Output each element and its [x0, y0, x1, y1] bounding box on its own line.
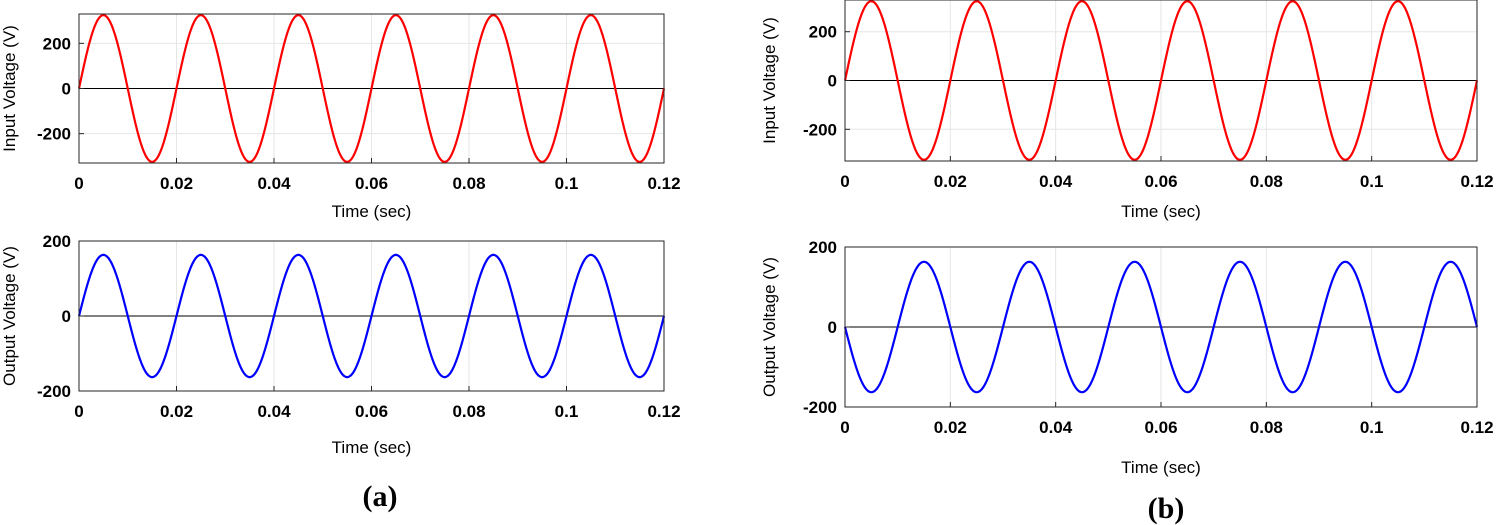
chart-1-ytick-label-0: -200	[37, 382, 71, 401]
chart-0-ytick-label-2: 200	[43, 34, 71, 53]
chart-2-xtick-label-6: 0.12	[1460, 172, 1493, 191]
chart-2-ytick-label-1: 0	[828, 72, 837, 91]
chart-0-xtick-label-5: 0.1	[555, 174, 579, 193]
chart-3-ytick-label-0: -200	[803, 398, 837, 417]
chart-0-xtick-label-6: 0.12	[647, 174, 680, 193]
chart-3-xtick-label-6: 0.12	[1460, 418, 1493, 437]
chart-0-xtick-label-4: 0.08	[452, 174, 485, 193]
chart-1-xlabel: Time (sec)	[332, 438, 412, 457]
chart-3-ylabel: Output Voltage (V)	[760, 257, 779, 397]
chart-1-xtick-label-5: 0.1	[555, 402, 579, 421]
chart-2-xtick-label-3: 0.06	[1144, 172, 1177, 191]
chart-3-series-line-0	[843, 260, 1479, 394]
chart-1-xtick-label-3: 0.06	[355, 402, 388, 421]
chart-0-ytick-label-1: 0	[62, 80, 71, 99]
chart-2-xtick-label-0: 0	[840, 172, 849, 191]
chart-0-xtick-label-3: 0.06	[355, 174, 388, 193]
chart-1-series-line-0	[77, 253, 666, 379]
chart-3-xtick-label-4: 0.08	[1250, 418, 1283, 437]
chart-2-xtick-label-5: 0.1	[1360, 172, 1384, 191]
chart-0-xtick-label-2: 0.04	[257, 174, 291, 193]
chart-2-xlabel: Time (sec)	[1121, 202, 1201, 221]
chart-3-xtick-label-5: 0.1	[1360, 418, 1384, 437]
chart-2-ytick-label-0: -200	[803, 120, 837, 139]
chart-3-ytick-label-1: 0	[828, 318, 837, 337]
chart-3-xtick-label-0: 0	[840, 418, 849, 437]
chart-1-xtick-label-0: 0	[74, 402, 83, 421]
chart-0-xlabel: Time (sec)	[332, 202, 412, 221]
chart-1-xtick-label-6: 0.12	[647, 402, 680, 421]
chart-3-xtick-label-3: 0.06	[1144, 418, 1177, 437]
chart-2-ytick-label-2: 200	[809, 23, 837, 42]
chart-2-xtick-label-2: 0.04	[1039, 172, 1073, 191]
caption-a: (a)	[363, 480, 398, 513]
chart-1-xtick-label-1: 0.02	[160, 402, 193, 421]
chart-3-xlabel: Time (sec)	[1121, 458, 1201, 477]
chart-2-ylabel: Input Voltage (V)	[760, 17, 779, 144]
chart-0-series-line-0	[77, 14, 666, 163]
chart-b-input: 0 0.02 0.04 0.06 0.08 0.1 0.12 -200 0 200 Time (se…	[760, 0, 1494, 221]
chart-3-xtick-label-2: 0.04	[1039, 418, 1073, 437]
chart-0-ylabel: Input Voltage (V)	[0, 25, 19, 152]
chart-a-input: 0 0.02 0.04 0.06 0.08 0.1 0.12 -200 0 200 Time (se…	[0, 13, 681, 221]
chart-1-ytick-label-1: 0	[62, 307, 71, 326]
chart-1-xtick-label-4: 0.08	[452, 402, 485, 421]
chart-2-xtick-label-4: 0.08	[1250, 172, 1283, 191]
chart-0-ytick-label-0: -200	[37, 125, 71, 144]
chart-1-ylabel: Output Voltage (V)	[0, 246, 19, 386]
chart-2-xtick-label-1: 0.02	[934, 172, 967, 191]
chart-3-ytick-label-2: 200	[809, 238, 837, 257]
chart-1-xtick-label-2: 0.04	[257, 402, 291, 421]
chart-2-series-line-0	[843, 0, 1479, 161]
chart-3-xtick-label-1: 0.02	[934, 418, 967, 437]
caption-b: (b)	[1148, 492, 1185, 525]
chart-1-ytick-label-2: 200	[43, 232, 71, 251]
chart-0-xtick-label-1: 0.02	[160, 174, 193, 193]
chart-0-xtick-label-0: 0	[74, 174, 83, 193]
